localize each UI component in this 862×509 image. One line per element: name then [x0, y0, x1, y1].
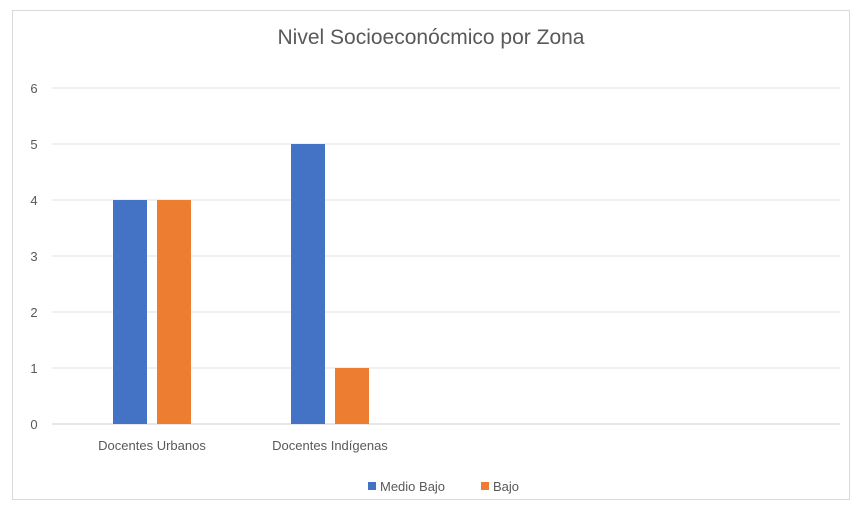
y-axis-ticks: 0 1 2 3 4 5 6	[30, 81, 37, 432]
chart-title: Nivel Socioeconócmico por Zona	[277, 26, 585, 49]
y-tick-label: 1	[30, 361, 37, 376]
y-tick-label: 5	[30, 137, 37, 152]
bar-medio-bajo-1	[113, 200, 147, 424]
bar-medio-bajo-2	[291, 144, 325, 424]
chart-frame	[12, 10, 850, 500]
bars	[113, 144, 369, 424]
bar-bajo-1	[157, 200, 191, 424]
legend-label: Bajo	[493, 479, 519, 494]
bar-bajo-2	[335, 368, 369, 424]
y-tick-label: 2	[30, 305, 37, 320]
legend-swatch	[368, 482, 376, 490]
x-axis-categories: Docentes Urbanos Docentes Indígenas	[98, 438, 388, 453]
x-category-label: Docentes Indígenas	[272, 438, 388, 453]
legend-swatch	[481, 482, 489, 490]
y-tick-label: 3	[30, 249, 37, 264]
legend: Medio Bajo Bajo	[368, 479, 519, 494]
legend-label: Medio Bajo	[380, 479, 445, 494]
y-tick-label: 4	[30, 193, 37, 208]
x-category-label: Docentes Urbanos	[98, 438, 206, 453]
y-tick-label: 6	[30, 81, 37, 96]
y-tick-label: 0	[30, 417, 37, 432]
